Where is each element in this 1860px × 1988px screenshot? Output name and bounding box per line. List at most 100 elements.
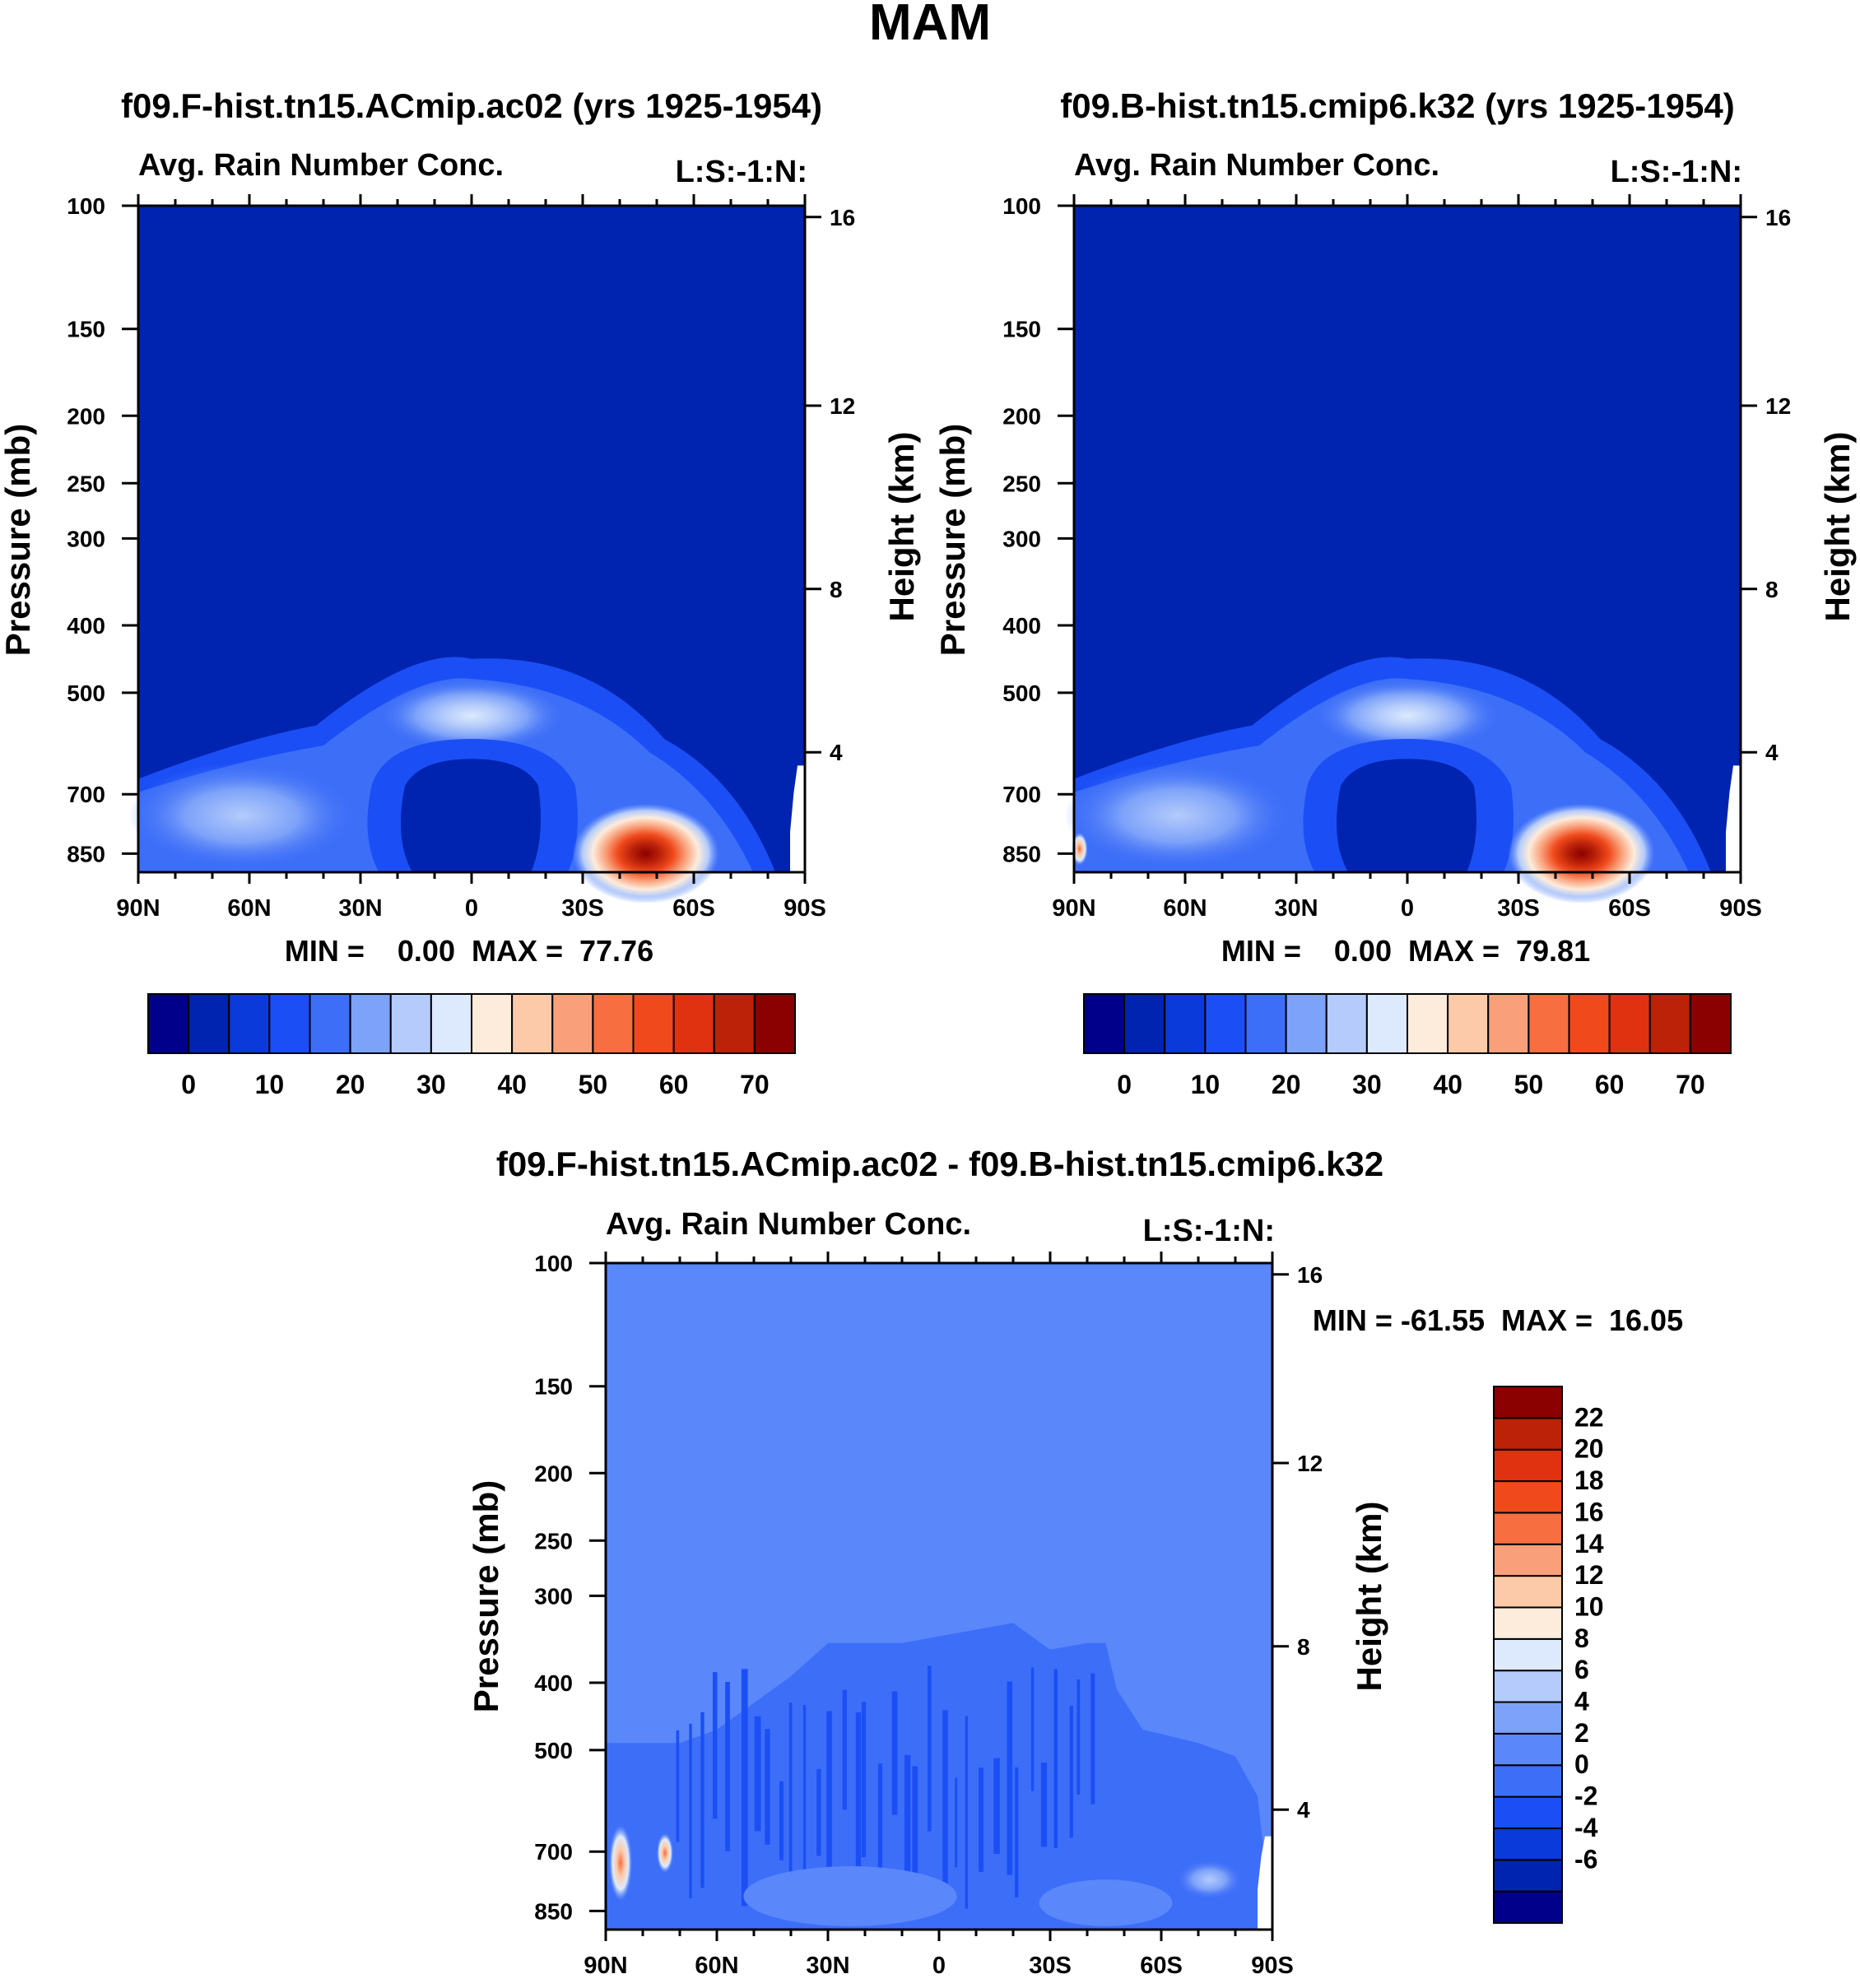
pressure-tick-labels: 100 150 200 250 300 400 500 700 850 [534,1251,573,1924]
difference-streak [942,1710,948,1883]
height-tick-labels: 16 12 8 4 [1297,1262,1323,1823]
colorbar-label: 10 [1191,1070,1221,1099]
colorbar-label: 20 [1574,1434,1604,1464]
difference-streak [891,1691,898,1815]
difference-streak [993,1758,1000,1855]
difference-streak [861,1702,867,1858]
panel-difference: f09.F-hist.tn15.ACmip.ac02 - f09.B-hist.… [467,1145,1683,1979]
difference-streak [802,1705,807,1902]
difference-spot-north-pole [609,1825,632,1901]
colorbar-swatch [592,993,635,1054]
latitude-tick-label: 60N [695,1953,738,1979]
missing-data-mask [1726,765,1740,872]
difference-streak [788,1702,793,1887]
colorbar-label: 0 [1574,1749,1589,1779]
pressure-tick-labels: 100 150 200 250 300 400 500 700 850 [67,193,105,866]
colorbar-swatch [1493,1732,1563,1767]
colorbar-swatch [188,993,230,1054]
colorbar-swatch [1493,1606,1563,1640]
plot-frame [1072,204,1742,874]
contour-field [606,1263,1272,1930]
height-tick-label: 8 [1765,577,1779,602]
colorbar-swatch [1325,993,1368,1054]
colorbar-label: 8 [1574,1623,1589,1653]
colorbar-swatch [1493,1417,1563,1451]
colorbar-swatch [1083,993,1126,1054]
difference-streak [826,1711,832,1875]
colorbar-swatch [147,993,190,1054]
latitude-tick-label: 60N [227,895,271,922]
difference-streak [725,1682,730,1851]
rain-maximum-tropics [1314,679,1501,753]
pressure-tick-label: 500 [67,680,105,706]
variable-label: Avg. Rain Number Conc. [1074,148,1439,183]
difference-streak [712,1672,718,1819]
latitude-tick-label: 60S [672,895,715,922]
difference-region [743,1866,957,1926]
height-tick-label: 8 [1297,1634,1310,1660]
panel-title: f09.B-hist.tn15.cmip6.k32 (yrs 1925-1954… [1060,86,1734,125]
colorbar-label: 0 [1117,1070,1132,1099]
difference-streak [1076,1679,1081,1795]
difference-streak [676,1730,680,1842]
latitude-tick-labels: 90N 60N 30N 0 30S 60S 90S [1052,895,1761,922]
colorbar-label: 60 [1595,1070,1625,1099]
colorbar-swatch [471,993,514,1054]
colorbar-swatch [1493,1827,1563,1861]
level-label: L:S:-1:N: [1611,155,1742,189]
difference-streak [1090,1673,1095,1805]
pressure-tick-label: 400 [1002,613,1041,639]
colorbar-label: 10 [255,1070,285,1099]
colorbar-swatch [1407,993,1449,1054]
latitude-tick-label: 90S [1251,1953,1294,1979]
difference-streak [1069,1705,1073,1838]
height-tick-label: 12 [1297,1451,1323,1476]
height-tick-labels: 16 12 8 4 [830,205,855,765]
colorbar-swatch [1493,1701,1563,1735]
colorbar-label: 12 [1574,1560,1604,1590]
colorbar-label: 16 [1574,1497,1604,1526]
difference-streak [1030,1667,1035,1791]
latitude-tick-label: 90N [584,1953,627,1979]
latitude-tick-label: 0 [932,1953,946,1979]
colorbar-swatch [551,993,594,1054]
pressure-tick-label: 700 [1002,782,1041,807]
colorbar-swatch [1648,993,1691,1054]
colorbar-swatch [1493,1637,1563,1672]
pressure-tick-label: 300 [1002,526,1041,551]
missing-data-mask [1258,1836,1272,1930]
y-axis-label: Pressure (mb) [467,1480,505,1712]
y-axis-label: Pressure (mb) [933,424,972,656]
latitude-tick-label: 90N [116,895,160,922]
latitude-tick-label: 30S [561,895,604,922]
colorbar-swatch [1447,993,1490,1054]
season-title: MAM [869,0,991,51]
latitude-tick-label: 30N [806,1953,849,1979]
pressure-tick-label: 150 [534,1374,573,1400]
difference-streak [1053,1669,1058,1848]
colorbar-swatch [1493,1795,1563,1829]
colorbar-label: 50 [579,1070,608,1099]
colorbar-swatch [713,993,756,1054]
plot-frame [604,1261,1274,1931]
difference-streak [1015,1767,1019,1898]
difference-streak [912,1766,918,1884]
colorbar-label: -2 [1574,1781,1597,1811]
colorbar-swatch [228,993,271,1054]
colorbar-swatch [1487,993,1530,1054]
panel-title: f09.F-hist.tn15.ACmip.ac02 (yrs 1925-195… [121,86,822,125]
pressure-tick-label: 700 [534,1839,573,1865]
pressure-tick-label: 100 [534,1251,573,1276]
difference-streak [779,1781,784,1860]
difference-spot-70n [657,1832,673,1873]
colorbar-swatch [1608,993,1651,1054]
colorbar-swatch [1123,993,1166,1054]
pressure-tick-label: 100 [67,193,105,219]
min-max-label: MIN = -61.55 MAX = 16.05 [1313,1303,1683,1337]
colorbar-label: -4 [1574,1813,1598,1842]
latitude-tick-label: 90S [784,895,826,922]
difference-streak [904,1754,911,1907]
difference-streak [689,1723,692,1899]
colorbar-swatch [1365,993,1408,1054]
colorbar-label: 6 [1574,1655,1589,1684]
